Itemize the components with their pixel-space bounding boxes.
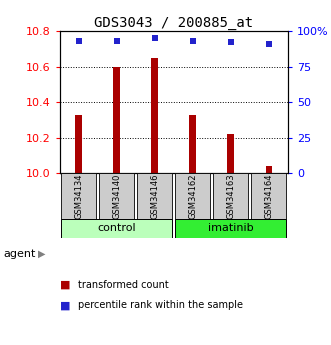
Bar (99, 173, 134, 219)
Bar (61, 173, 96, 219)
Text: ■: ■ (60, 300, 70, 310)
Bar (75, 115, 82, 174)
Point (266, 41, 271, 47)
Bar (265, 166, 272, 174)
Text: control: control (97, 223, 136, 233)
Bar (61, 219, 172, 238)
Text: ▶: ▶ (38, 249, 46, 258)
Bar (189, 115, 196, 174)
Text: transformed count: transformed count (78, 280, 168, 289)
Bar (113, 67, 120, 174)
Text: GSM34164: GSM34164 (264, 173, 273, 219)
Bar (175, 173, 210, 219)
Bar (252, 173, 286, 219)
Bar (151, 58, 158, 174)
Text: GSM34146: GSM34146 (150, 173, 159, 219)
Text: ■: ■ (60, 280, 70, 289)
Text: GSM34134: GSM34134 (74, 173, 83, 219)
Bar (227, 134, 234, 174)
Text: GSM34163: GSM34163 (226, 173, 235, 219)
Text: GSM34162: GSM34162 (188, 173, 197, 219)
Text: GSM34140: GSM34140 (112, 173, 121, 219)
Bar (137, 173, 172, 219)
Bar (213, 173, 248, 219)
Point (152, 36, 158, 41)
Text: imatinib: imatinib (208, 223, 254, 233)
Point (190, 38, 195, 44)
Point (114, 38, 119, 44)
Text: percentile rank within the sample: percentile rank within the sample (78, 300, 243, 310)
Bar (175, 219, 286, 238)
Text: agent: agent (3, 249, 36, 258)
Point (228, 40, 234, 45)
Title: GDS3043 / 200885_at: GDS3043 / 200885_at (94, 16, 253, 30)
Point (76, 38, 81, 44)
